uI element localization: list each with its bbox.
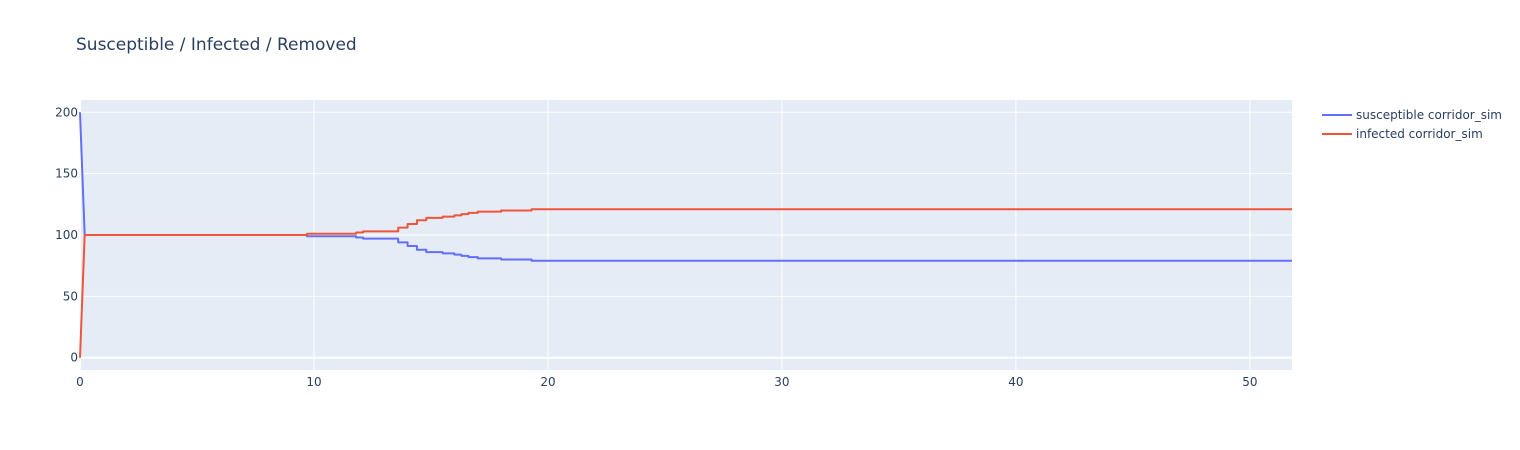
- x-tick-label: 40: [1008, 375, 1023, 389]
- y-tick-label: 100: [55, 228, 78, 242]
- x-tick-label: 0: [76, 375, 84, 389]
- y-tick-label: 200: [55, 105, 78, 119]
- x-tick-label: 30: [774, 375, 789, 389]
- series-lines: [79, 112, 1292, 358]
- y-tick-label: 0: [70, 351, 78, 365]
- series-line-1: [79, 208, 1292, 358]
- chart-title: Susceptible / Infected / Removed: [76, 35, 357, 55]
- axis-ticks: 0 10 20 30 40 50 0 50 100 150 200: [55, 105, 1257, 389]
- legend-item[interactable]: susceptible corridor_sim: [1322, 108, 1502, 122]
- legend-label: infected corridor_sim: [1356, 127, 1483, 141]
- legend-item[interactable]: infected corridor_sim: [1322, 127, 1483, 141]
- x-tick-label: 50: [1242, 375, 1257, 389]
- x-tick-label: 10: [306, 375, 321, 389]
- x-tick-label: 20: [540, 375, 555, 389]
- series-line-0: [79, 112, 1292, 262]
- y-tick-label: 50: [63, 289, 78, 303]
- y-tick-label: 150: [55, 167, 78, 181]
- legend: susceptible corridor_sim infected corrido…: [1322, 108, 1502, 141]
- legend-label: susceptible corridor_sim: [1356, 108, 1502, 122]
